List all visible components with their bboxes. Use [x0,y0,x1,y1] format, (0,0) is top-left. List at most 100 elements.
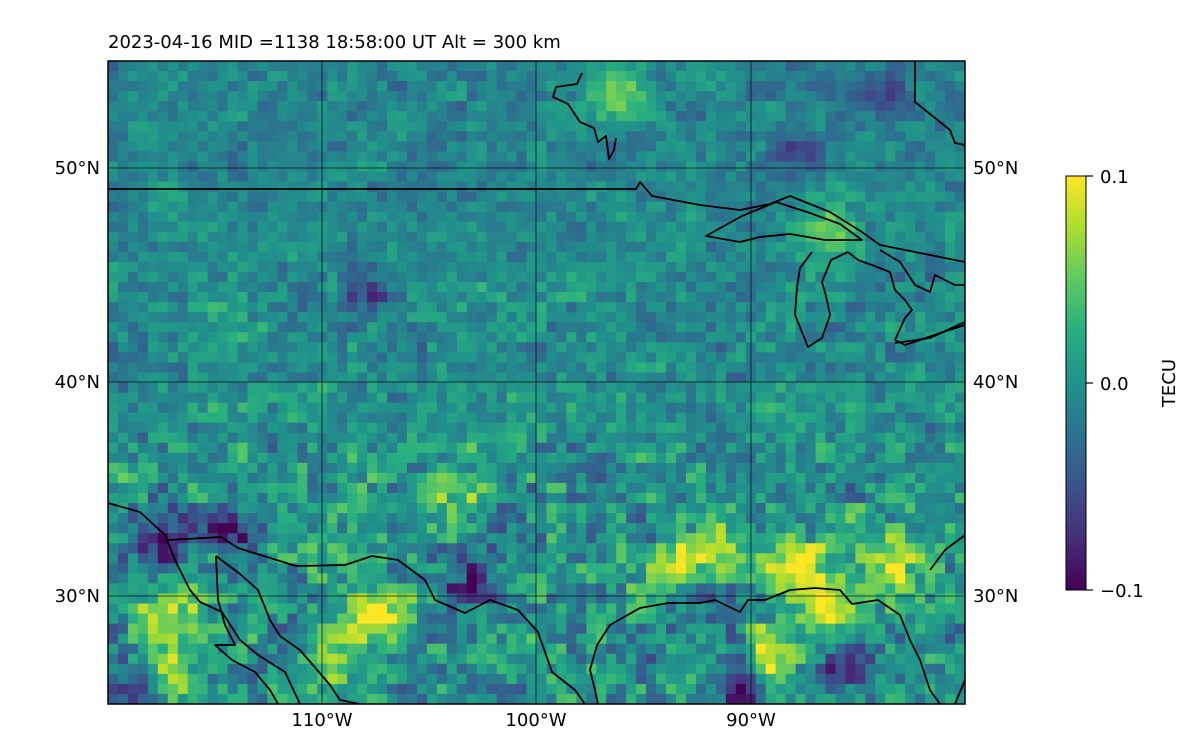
heatmap-cell [905,121,916,132]
heatmap-cell [377,563,388,574]
heatmap-cell [735,352,747,364]
heatmap-cell [606,573,617,585]
heatmap-cell [337,563,348,574]
heatmap-cell [307,503,318,514]
heatmap-cell [476,563,488,574]
heatmap-cell [237,161,249,173]
heatmap-cell [546,553,558,564]
heatmap-cell [277,191,288,203]
heatmap-cell [217,121,229,132]
heatmap-cell [516,352,528,364]
heatmap-cell [476,91,488,102]
heatmap-cell [267,251,279,263]
heatmap-cell [566,322,577,333]
heatmap-cell [217,623,229,635]
heatmap-cell [735,452,747,464]
heatmap-cell [616,171,627,183]
heatmap-cell [905,131,916,142]
heatmap-cell [576,302,587,313]
heatmap-cell [377,452,388,464]
heatmap-cell [367,91,378,102]
heatmap-cell [147,593,159,605]
heatmap-cell [277,362,288,374]
heatmap-cell [835,312,847,323]
heatmap-cell [895,121,906,132]
heatmap-cell [217,352,229,364]
heatmap-cell [177,513,189,524]
heatmap-cell [476,362,488,374]
heatmap-cell [855,503,866,514]
heatmap-cell [436,513,448,524]
heatmap-cell [546,543,558,554]
heatmap-cell [247,91,259,102]
heatmap-cell [566,191,577,203]
heatmap-cell [426,131,438,142]
heatmap-cell [217,452,229,464]
heatmap-cell [436,372,448,384]
heatmap-cell [626,111,637,122]
heatmap-cell [586,131,597,142]
heatmap-cell [666,322,677,333]
heatmap-cell [406,282,418,293]
heatmap-cell [586,352,597,364]
heatmap-cell [606,603,617,615]
heatmap-cell [327,292,338,303]
heatmap-cell [177,412,189,424]
heatmap-cell [207,151,219,163]
heatmap-cell [695,151,707,163]
heatmap-cell [616,141,627,153]
heatmap-cell [596,161,607,173]
heatmap-cell [526,81,538,92]
heatmap-cell [357,342,368,353]
heatmap-cell [396,432,408,444]
heatmap-cell [167,603,179,615]
heatmap-cell [835,231,847,243]
heatmap-cell [596,191,607,203]
heatmap-cell [396,472,408,484]
heatmap-cell [626,432,637,444]
heatmap-cell [436,583,448,595]
heatmap-cell [207,141,219,153]
heatmap-cell [556,131,567,142]
heatmap-cell [656,251,667,263]
heatmap-cell [596,292,607,303]
heatmap-cell [676,201,687,213]
heatmap-cell [676,623,687,635]
heatmap-cell [905,563,916,574]
heatmap-cell [267,402,279,414]
heatmap-cell [287,231,298,243]
heatmap-cell [825,332,837,343]
heatmap-cell [885,623,896,635]
heatmap-cell [685,231,697,243]
heatmap-cell [775,221,787,233]
heatmap-cell [367,322,378,333]
heatmap-cell [526,302,538,313]
heatmap-cell [955,201,965,213]
heatmap-cell [446,452,458,464]
heatmap-cell [875,352,886,364]
heatmap-cell [267,241,279,253]
heatmap-cell [516,121,528,132]
heatmap-cell [705,151,717,163]
heatmap-cell [845,382,856,394]
heatmap-cell [387,211,398,223]
heatmap-cell [646,191,657,203]
heatmap-cell [337,322,348,333]
heatmap-cell [526,111,538,122]
heatmap-cell [307,261,318,273]
heatmap-cell [546,422,558,434]
heatmap-cell [556,533,567,544]
heatmap-cell [396,251,408,263]
heatmap-cell [955,282,965,293]
heatmap-cell [357,513,368,524]
heatmap-cell [725,332,737,343]
heatmap-cell [526,241,538,253]
heatmap-cell [426,553,438,564]
heatmap-cell [187,61,199,72]
heatmap-cell [108,191,119,203]
heatmap-cell [267,623,279,635]
heatmap-cell [347,442,358,454]
heatmap-cell [367,302,378,313]
heatmap-cell [805,543,817,554]
heatmap-cell [227,231,239,243]
